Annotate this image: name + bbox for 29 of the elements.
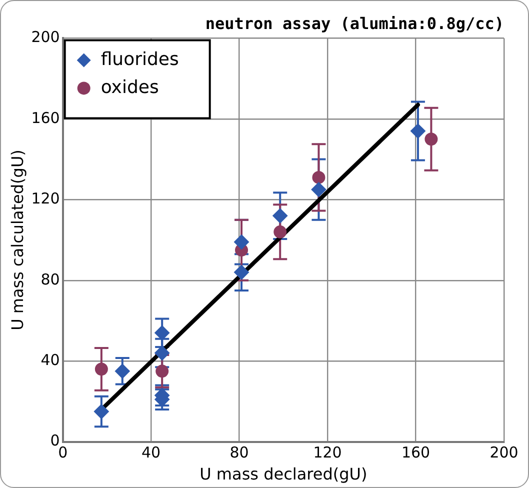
- y-tick-label: 160: [31, 108, 60, 127]
- x-tick-label: 160: [401, 444, 430, 462]
- point: [272, 208, 288, 224]
- y-tick-label: 120: [31, 190, 60, 208]
- point: [94, 362, 108, 376]
- point: [424, 132, 438, 146]
- y-axis-title: U mass calculated(gU): [8, 150, 27, 330]
- y-tick-label: 40: [40, 350, 60, 369]
- x-tick-label: 120: [313, 444, 342, 462]
- x-tick-label: 40: [142, 444, 161, 462]
- point: [234, 264, 250, 280]
- point: [114, 364, 130, 379]
- chart-title: neutron assay (alumina:0.8g/cc): [205, 14, 504, 33]
- y-tick-label: 80: [40, 270, 60, 288]
- legend-label: oxides: [100, 76, 159, 98]
- point: [156, 364, 169, 378]
- point: [410, 124, 426, 139]
- legend-label: fluorides: [100, 48, 179, 70]
- x-axis-title: U mass declared(gU): [200, 464, 368, 484]
- point: [234, 234, 250, 250]
- point: [274, 225, 287, 238]
- point: [154, 346, 170, 361]
- point: [94, 404, 109, 420]
- point: [311, 182, 326, 198]
- y-tick-label: 200: [31, 28, 60, 46]
- x-tick-label: 80: [230, 444, 249, 462]
- y-tick-label: 0: [50, 432, 60, 450]
- x-tick-label: 200: [490, 444, 518, 462]
- point: [312, 170, 326, 184]
